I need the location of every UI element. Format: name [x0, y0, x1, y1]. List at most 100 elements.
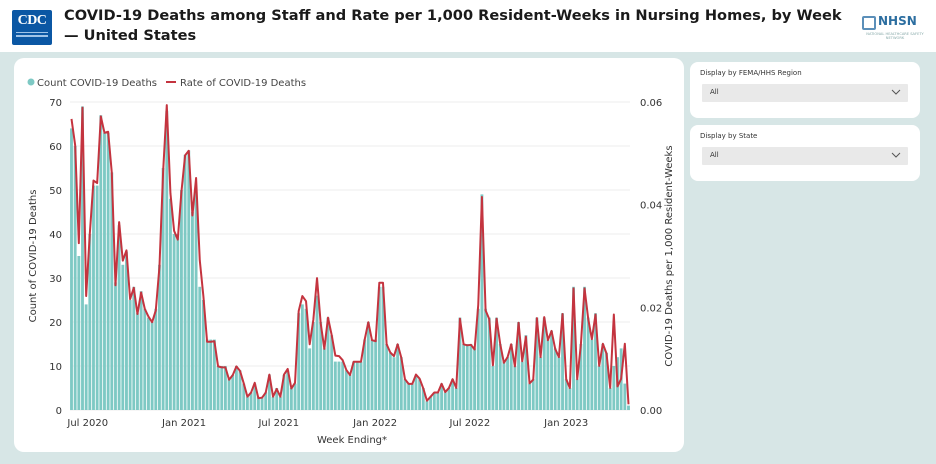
count-bar: [227, 379, 231, 410]
count-bar: [333, 361, 337, 410]
count-bar: [414, 374, 418, 410]
count-bar: [201, 300, 205, 410]
count-bar: [125, 251, 128, 410]
count-bar: [304, 308, 308, 410]
count-bar: [451, 379, 455, 410]
count-bar: [425, 401, 429, 410]
rate-line-layer: [70, 104, 630, 405]
count-bar: [524, 335, 528, 410]
y2-axis-title: COVID-19 Deaths per 1,000 Resident-Weeks: [664, 145, 675, 366]
count-bar: [491, 366, 495, 410]
x-tick-label: Jul 2022: [449, 418, 491, 429]
count-bar: [392, 357, 396, 410]
count-bar: [275, 388, 279, 410]
count-bar: [117, 225, 121, 410]
count-bar: [473, 348, 477, 410]
x-tick-label: Jan 2023: [543, 418, 588, 429]
y-tick-label: 40: [49, 230, 62, 241]
count-bar: [506, 357, 509, 410]
count-bar: [84, 304, 88, 410]
count-bar: [341, 361, 345, 410]
count-bar: [337, 361, 341, 410]
count-bar: [216, 366, 220, 410]
count-bar: [136, 313, 139, 410]
count-bar: [194, 190, 198, 410]
count-bar: [70, 128, 73, 410]
nhsn-mark-icon: [862, 16, 876, 30]
state-filter-card: Display by State All: [690, 125, 920, 181]
count-bar: [374, 339, 378, 410]
count-bar: [158, 264, 161, 410]
count-bar: [103, 132, 106, 411]
count-bar: [143, 308, 147, 410]
region-dropdown-value: All: [710, 88, 719, 96]
count-bar: [92, 185, 95, 410]
count-bar: [77, 256, 81, 410]
count-bar: [180, 190, 183, 410]
state-filter-label: Display by State: [700, 132, 758, 140]
count-bar: [212, 339, 216, 410]
cdc-logo-text: CDC: [17, 13, 47, 28]
count-bar: [399, 357, 403, 410]
count-bar: [432, 392, 436, 410]
count-bar: [172, 234, 176, 410]
count-bar: [205, 339, 209, 410]
region-dropdown[interactable]: All: [702, 84, 908, 102]
count-bar: [575, 379, 579, 410]
count-bar: [88, 234, 92, 410]
region-filter-label: Display by FEMA/HHS Region: [700, 69, 802, 77]
chevron-down-icon: [891, 152, 901, 158]
count-bar: [443, 392, 447, 410]
count-bar: [502, 361, 506, 410]
count-bar: [396, 344, 400, 410]
count-bar: [352, 361, 356, 410]
count-bar: [311, 322, 315, 410]
x-tick-label: Jan 2022: [352, 418, 397, 429]
count-bar: [308, 348, 312, 410]
count-bar: [436, 392, 440, 410]
x-tick-label: Jan 2021: [161, 418, 206, 429]
cdc-logo-stripes: [16, 32, 48, 40]
count-bar: [377, 286, 381, 410]
count-bar: [410, 383, 414, 410]
count-bar: [601, 344, 605, 410]
count-bar: [319, 322, 323, 410]
count-bar: [359, 361, 363, 410]
count-bar: [561, 313, 564, 410]
count-bar: [594, 313, 597, 410]
count-bar: [344, 370, 348, 410]
cdc-logo: CDC: [12, 10, 52, 45]
count-bar: [366, 322, 370, 410]
count-bar: [300, 304, 304, 410]
count-bar: [568, 388, 572, 410]
count-bar: [121, 264, 125, 410]
count-bar: [535, 317, 539, 410]
axes: 0 10 20 30 40 50 60 70 0.00 0.02 0.04 0.06 Jul 2020 J…: [49, 98, 662, 429]
y2-tick-label: 0.04: [640, 201, 662, 212]
count-bar: [579, 344, 583, 410]
count-bar: [322, 348, 326, 410]
count-bar: [605, 352, 608, 410]
count-bar: [183, 154, 187, 410]
count-bar: [315, 295, 319, 410]
count-bar: [509, 344, 513, 410]
count-bar: [234, 366, 238, 410]
count-bar: [242, 383, 246, 410]
count-bar: [293, 383, 297, 410]
y-tick-label: 60: [49, 142, 62, 153]
count-bar: [223, 366, 227, 410]
count-bar: [191, 212, 194, 410]
count-bar: [495, 317, 498, 410]
count-bar: [249, 392, 253, 410]
count-bar: [458, 317, 462, 410]
count-bar: [128, 300, 132, 410]
y-tick-label: 0: [56, 406, 62, 417]
count-bars: [70, 106, 630, 411]
count-bar: [114, 282, 117, 410]
count-bar: [81, 106, 84, 411]
count-bar: [289, 388, 293, 410]
state-dropdown[interactable]: All: [702, 147, 908, 165]
region-filter-card: Display by FEMA/HHS Region All: [690, 62, 920, 118]
count-bar: [469, 344, 473, 410]
